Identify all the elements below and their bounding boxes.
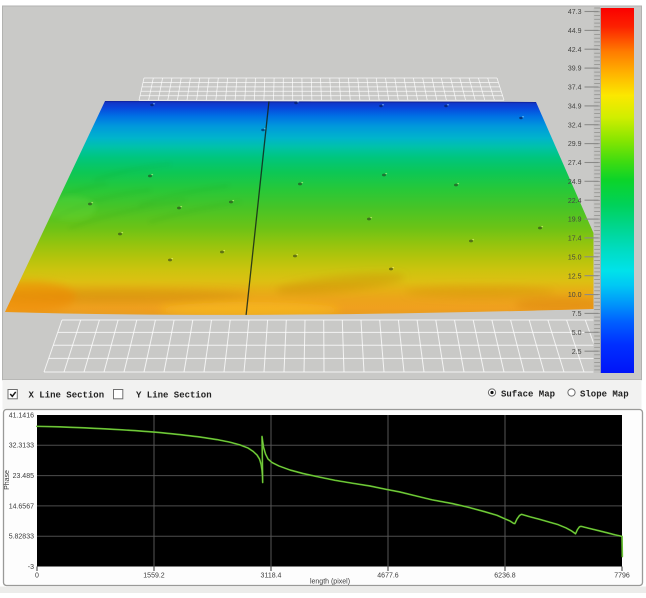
svg-text:24.9: 24.9 [568, 179, 582, 186]
svg-text:7.5: 7.5 [572, 311, 582, 318]
svg-text:42.4: 42.4 [568, 47, 582, 54]
svg-text:-3: -3 [28, 564, 34, 571]
svg-text:17.4: 17.4 [568, 236, 582, 243]
svg-text:3118.4: 3118.4 [261, 573, 282, 580]
svg-text:5.82833: 5.82833 [9, 534, 34, 541]
svg-text:41.1416: 41.1416 [9, 412, 34, 419]
svg-text:Slope Map: Slope Map [580, 390, 629, 400]
svg-text:10.0: 10.0 [568, 292, 582, 299]
svg-text:1559.2: 1559.2 [143, 573, 165, 580]
svg-text:39.9: 39.9 [568, 66, 582, 73]
svg-text:32.4: 32.4 [568, 122, 582, 129]
svg-text:15.0: 15.0 [568, 254, 582, 261]
svg-text:44.9: 44.9 [568, 28, 582, 35]
svg-text:14.6567: 14.6567 [9, 503, 34, 510]
svg-text:Suface Map: Suface Map [501, 390, 555, 400]
svg-text:23.485: 23.485 [13, 473, 35, 480]
svg-text:27.4: 27.4 [568, 160, 582, 167]
svg-text:length (pixel): length (pixel) [310, 579, 350, 586]
svg-text:29.9: 29.9 [568, 141, 582, 148]
svg-text:47.3: 47.3 [568, 9, 582, 16]
svg-text:32.3133: 32.3133 [9, 443, 34, 450]
svg-text:12.5: 12.5 [568, 273, 582, 280]
svg-text:X Line Section: X Line Section [29, 391, 105, 401]
svg-text:7796: 7796 [614, 573, 630, 580]
svg-text:0: 0 [35, 573, 39, 580]
svg-text:2.5: 2.5 [572, 349, 582, 356]
svg-text:Y Line Section: Y Line Section [136, 391, 212, 401]
svg-text:34.9: 34.9 [568, 104, 582, 111]
svg-text:4677.6: 4677.6 [377, 573, 399, 580]
svg-text:22.4: 22.4 [568, 198, 582, 205]
svg-text:6236.8: 6236.8 [494, 573, 516, 580]
svg-text:5.0: 5.0 [572, 330, 582, 337]
svg-text:37.4: 37.4 [568, 85, 582, 92]
svg-text:Phase: Phase [4, 470, 11, 490]
svg-text:19.9: 19.9 [568, 217, 582, 224]
